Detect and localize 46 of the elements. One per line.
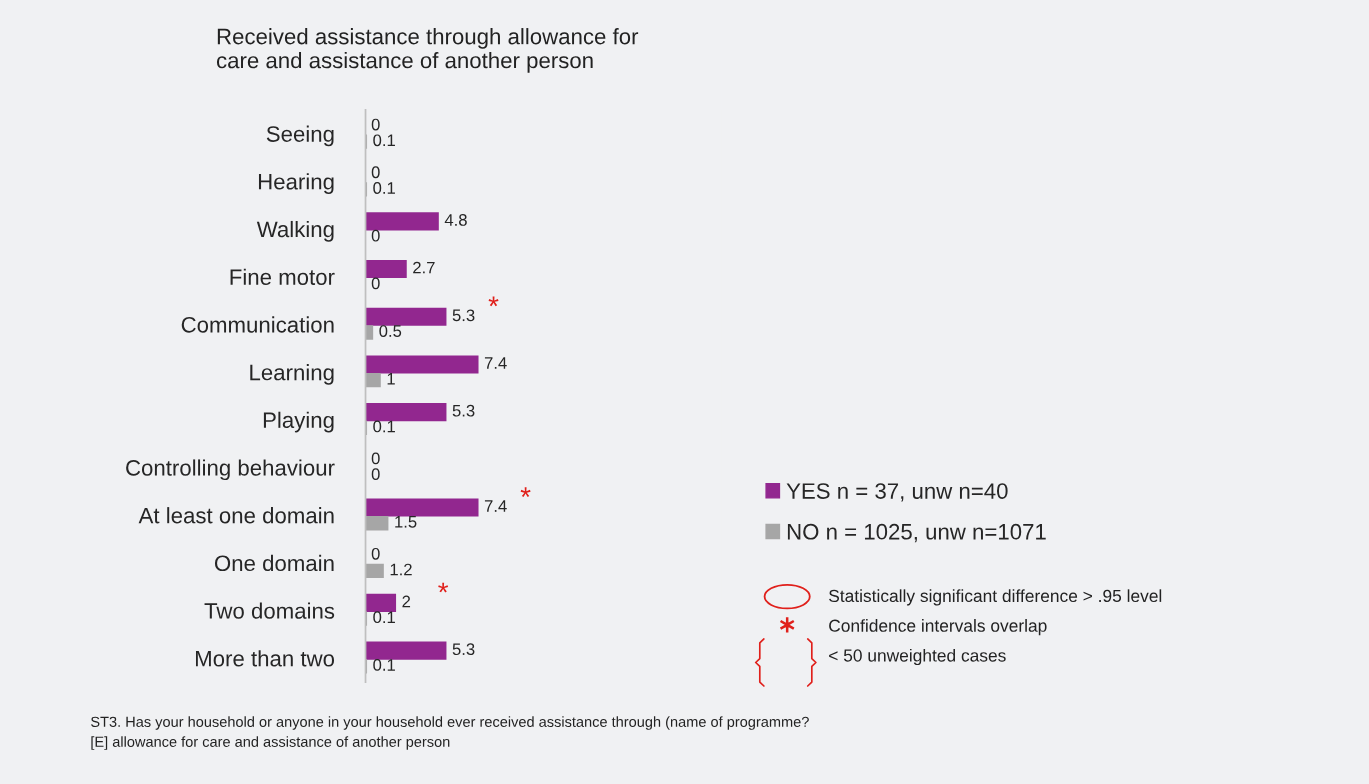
chart-title: Received assistance through allowance for care and assistance of another person [216,28,639,73]
y-tick-label: Walking [256,220,334,242]
text: < 50 unweighted cases [829,648,1006,666]
legend-label: NO n = 1025, unw n=1071 [787,523,1046,543]
y-tick-label: Seeing [266,125,334,147]
y-tick-label: More than two [195,650,335,667]
data-label: 0 [371,452,380,465]
y-tick-label: Communication [181,316,334,333]
y-tick-label: At least one domain [138,507,334,524]
data-label: 0.5 [379,325,402,337]
y-tick-label: Hearing [258,173,334,194]
data-label: 1 [387,373,395,385]
data-label: 5.3 [452,404,475,417]
data-label: 2 [402,595,411,608]
data-label: 2.7 [413,261,435,274]
data-label: 0.1 [373,420,395,433]
data-label: 1.5 [395,516,417,528]
y-tick-label: Two domains [204,602,335,619]
data-label: 7.4 [484,500,507,512]
data-label: 5.3 [452,309,475,322]
data-label: 0.1 [373,134,395,147]
annotation: * [520,487,531,498]
data-label: 0.1 [373,182,395,194]
annotation: * [488,296,499,307]
data-label: 0 [371,547,380,560]
data-label: 0.1 [373,611,395,624]
legend-label: YES n = 37, unw n=40 [786,483,1008,502]
data-label: 0.1 [373,659,395,671]
data-label: 0 [371,166,380,179]
y-tick-label: Playing [263,411,334,433]
data-label: 0 [371,118,380,131]
text: Confidence intervals overlap [829,619,1047,636]
data-label: 7.4 [484,357,507,369]
data-label: 0 [371,277,380,290]
y-tick-label: Controlling behaviour [126,459,335,481]
data-label: 5.3 [452,643,475,656]
y-tick-label: Fine motor [230,268,335,285]
text: ST3. Has your household or anyone in your household ever received assistance through (name of programme? [E] allowance for care and assistance of another person [91,716,809,750]
annotation: * [438,582,449,593]
y-tick-label: One domain [214,554,334,572]
data-label: 4.8 [444,214,467,226]
data-label: 1.2 [390,563,412,576]
text: Statistically significant difference > .95 level [829,589,1162,606]
y-tick-label: Learning [250,364,334,385]
data-label: 0 [371,468,380,481]
data-label: 0 [371,229,380,242]
